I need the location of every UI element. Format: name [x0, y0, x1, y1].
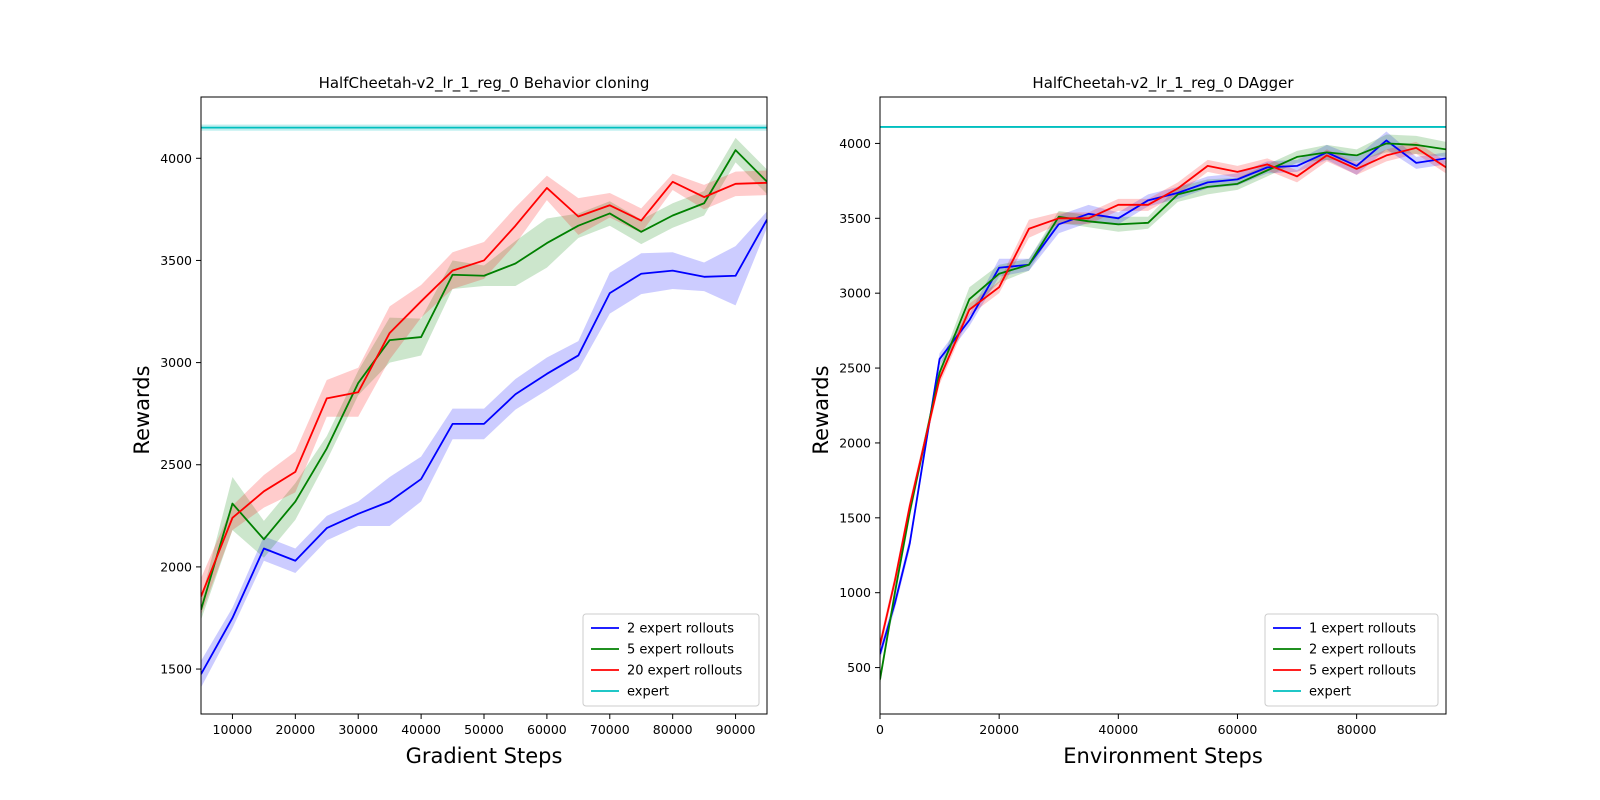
legend-label: expert	[1309, 685, 1351, 700]
x-tick-label: 70000	[590, 722, 630, 737]
y-tick-label: 3000	[839, 286, 871, 301]
y-tick-label: 3500	[160, 253, 192, 268]
legend-label: 2 expert rollouts	[627, 622, 734, 637]
series-line-3	[201, 180, 767, 597]
x-tick-label: 60000	[1218, 722, 1258, 737]
legend-label: 1 expert rollouts	[1309, 622, 1416, 637]
y-tick-label: 500	[847, 660, 871, 675]
x-tick-label: 20000	[275, 722, 315, 737]
legend-label: 20 expert rollouts	[627, 664, 742, 679]
y-tick-label: 1000	[839, 585, 871, 600]
x-tick-label: 80000	[1337, 722, 1377, 737]
x-tick-label: 40000	[401, 722, 441, 737]
x-tick-label: 30000	[338, 722, 378, 737]
y-tick-label: 2500	[839, 361, 871, 376]
legend-label: 2 expert rollouts	[1309, 643, 1416, 658]
x-tick-label: 0	[876, 722, 884, 737]
series-band-2	[201, 137, 767, 621]
y-tick-label: 2500	[160, 457, 192, 472]
y-tick-label: 1500	[839, 510, 871, 525]
chart-behavior-cloning: HalfCheetah-v2_lr_1_reg_0 Behavior cloni…	[130, 74, 768, 768]
x-tick-label: 90000	[716, 722, 756, 737]
x-tick-label: 20000	[979, 722, 1019, 737]
chart-title: HalfCheetah-v2_lr_1_reg_0 Behavior cloni…	[319, 74, 650, 93]
y-tick-label: 3500	[839, 211, 871, 226]
chart-dagger: HalfCheetah-v2_lr_1_reg_0 DAgger Environ…	[809, 74, 1447, 768]
legend: 1 expert rollouts 2 expert rollouts 5 expe…	[1264, 613, 1439, 707]
series-line-2	[201, 149, 767, 611]
plot-frame	[879, 96, 1447, 715]
series-line-3	[880, 147, 1446, 646]
y-tick-label: 2000	[839, 435, 871, 450]
y-tick-label: 3000	[160, 355, 192, 370]
x-tick-label: 40000	[1098, 722, 1138, 737]
x-tick-label: 10000	[213, 722, 253, 737]
x-axis-label: Environment Steps	[1063, 744, 1263, 768]
legend-label: 5 expert rollouts	[627, 643, 734, 658]
y-axis-label: Rewards	[130, 365, 154, 454]
y-tick-label: 4000	[160, 151, 192, 166]
x-tick-label: 80000	[653, 722, 693, 737]
y-tick-label: 1500	[160, 662, 192, 677]
series-line-2	[880, 142, 1446, 680]
series-band-2	[880, 134, 1446, 686]
legend: 2 expert rollouts 5 expert rollouts 20 exp…	[582, 613, 760, 707]
x-tick-label: 50000	[464, 722, 504, 737]
series-line-1	[201, 219, 767, 675]
y-tick-label: 2000	[160, 559, 192, 574]
y-axis-label: Rewards	[809, 365, 833, 454]
series-band-1	[880, 131, 1446, 661]
x-axis-label: Gradient Steps	[406, 744, 563, 768]
chart-title: HalfCheetah-v2_lr_1_reg_0 DAgger	[1032, 74, 1294, 93]
legend-label: expert	[627, 685, 669, 700]
legend-label: 5 expert rollouts	[1309, 664, 1416, 679]
x-tick-label: 60000	[527, 722, 567, 737]
y-tick-label: 4000	[839, 136, 871, 151]
